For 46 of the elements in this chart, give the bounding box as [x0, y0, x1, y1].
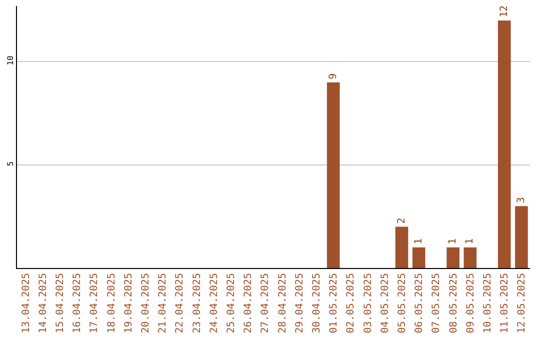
bar [326, 82, 340, 268]
x-tick-label: 21.04.2025 [158, 273, 169, 334]
x-tick-label: 28.04.2025 [277, 273, 288, 334]
x-tick-label: 22.04.2025 [174, 273, 186, 334]
x-tick-label: 14.04.2025 [38, 273, 49, 334]
bar [412, 247, 426, 268]
x-tick-label: 17.04.2025 [89, 273, 100, 334]
x-tick-label: 26.04.2025 [243, 273, 254, 334]
bar [395, 226, 408, 268]
bar [446, 247, 460, 268]
x-tick-label: 06.05.2025 [414, 273, 426, 334]
x-tick-label: 08.05.2025 [448, 273, 460, 334]
y-tick-label: 5 [6, 161, 15, 166]
x-tick-label: 03.05.2025 [362, 273, 374, 334]
x-tick-label: 18.04.2025 [106, 273, 118, 334]
x-tick-label: 09.05.2025 [465, 273, 476, 334]
x-tick-label: 27.04.2025 [260, 273, 272, 334]
x-tick-label: 25.04.2025 [226, 273, 237, 334]
x-tick-label: 16.04.2025 [72, 273, 84, 334]
data-label: 12 [498, 5, 510, 18]
x-tick-label: 11.05.2025 [500, 273, 511, 334]
data-label: 9 [328, 73, 339, 80]
x-tick-label: 20.04.2025 [140, 273, 152, 334]
data-label: 3 [516, 197, 527, 204]
x-tick-label: 10.05.2025 [482, 273, 494, 334]
x-tick-label: 30.04.2025 [312, 273, 322, 334]
x-tick-label: 13.04.2025 [20, 273, 32, 334]
bar [498, 20, 511, 268]
y-tick-label: 10 [6, 56, 15, 66]
x-tick-label: 02.05.2025 [346, 273, 357, 334]
x-tick-label: 01.05.2025 [328, 273, 340, 334]
x-tick-label: 23.04.2025 [192, 273, 203, 334]
x-tick-label: 24.04.2025 [208, 273, 220, 334]
data-label: 1 [448, 238, 459, 244]
x-tick-label: 12.05.2025 [516, 273, 528, 334]
bar [515, 206, 528, 268]
data-label: 2 [396, 218, 408, 224]
x-tick-label: 19.04.2025 [123, 273, 134, 334]
data-label: 1 [413, 238, 424, 244]
data-label: 1 [464, 238, 476, 244]
x-tick-label: 07.05.2025 [431, 273, 442, 334]
x-tick-label: 29.04.2025 [294, 273, 306, 334]
bar [464, 247, 477, 268]
x-tick-label: 04.05.2025 [380, 273, 391, 334]
x-tick-label: 15.04.2025 [55, 273, 66, 334]
x-tick-label: 05.05.2025 [397, 273, 408, 334]
